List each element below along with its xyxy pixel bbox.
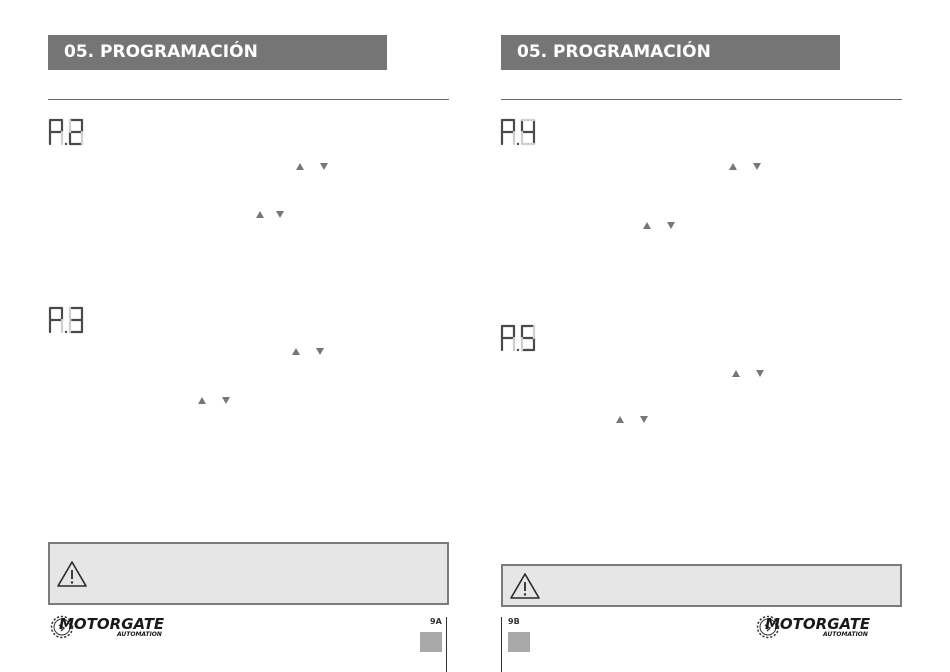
arrow-up-icon bbox=[292, 348, 300, 355]
page-right: 05. PROGRAMACIÓN bbox=[475, 0, 950, 672]
arrow-down-icon bbox=[222, 397, 230, 404]
gear-icon bbox=[50, 615, 74, 639]
divider bbox=[501, 99, 902, 100]
svg-text:AUTOMATION: AUTOMATION bbox=[822, 631, 868, 638]
up-down-arrows bbox=[296, 163, 328, 170]
warning-box bbox=[48, 542, 449, 605]
arrow-down-icon bbox=[667, 222, 675, 229]
motorgate-logo: MOTORGATE AUTOMATION bbox=[50, 615, 165, 639]
page-edge-line bbox=[446, 617, 447, 672]
arrow-down-icon bbox=[320, 163, 328, 170]
up-down-arrows bbox=[616, 416, 648, 423]
arrow-down-icon bbox=[276, 211, 284, 218]
page-left: 05. PROGRAMACIÓN bbox=[48, 35, 449, 672]
arrow-down-icon bbox=[640, 416, 648, 423]
up-down-arrows bbox=[732, 370, 764, 377]
page-marker bbox=[508, 632, 530, 652]
section-header: 05. PROGRAMACIÓN bbox=[48, 35, 387, 70]
arrow-up-icon bbox=[296, 163, 304, 170]
warning-box bbox=[501, 564, 902, 607]
svg-text:MOTORGATE: MOTORGATE bbox=[765, 615, 871, 633]
warning-triangle-icon bbox=[510, 573, 540, 599]
section-header: 05. PROGRAMACIÓN bbox=[501, 35, 840, 70]
arrow-down-icon bbox=[756, 370, 764, 377]
arrow-up-icon bbox=[616, 416, 624, 423]
page-marker bbox=[420, 632, 442, 652]
motorgate-logo: MOTORGATE AUTOMATION bbox=[756, 615, 871, 639]
svg-text:AUTOMATION: AUTOMATION bbox=[116, 631, 162, 638]
arrow-up-icon bbox=[729, 163, 737, 170]
up-down-arrows bbox=[198, 397, 230, 404]
arrow-up-icon bbox=[732, 370, 740, 377]
parameter-display-p3 bbox=[48, 306, 84, 334]
arrow-down-icon bbox=[316, 348, 324, 355]
warning-triangle-icon bbox=[57, 561, 87, 587]
arrow-up-icon bbox=[256, 211, 264, 218]
parameter-display-p4 bbox=[500, 118, 536, 146]
page-number: 9B bbox=[508, 617, 520, 626]
arrow-up-icon bbox=[643, 222, 651, 229]
arrow-down-icon bbox=[753, 163, 761, 170]
page-number: 9A bbox=[430, 617, 442, 626]
page-edge-line bbox=[501, 617, 502, 672]
svg-text:MOTORGATE: MOTORGATE bbox=[59, 615, 165, 633]
up-down-arrows bbox=[256, 211, 284, 218]
up-down-arrows bbox=[292, 348, 324, 355]
up-down-arrows bbox=[729, 163, 761, 170]
up-down-arrows bbox=[643, 222, 675, 229]
divider bbox=[48, 99, 449, 100]
parameter-display-p5 bbox=[500, 324, 536, 352]
gear-icon bbox=[756, 615, 780, 639]
arrow-up-icon bbox=[198, 397, 206, 404]
parameter-display-p2 bbox=[48, 118, 84, 146]
